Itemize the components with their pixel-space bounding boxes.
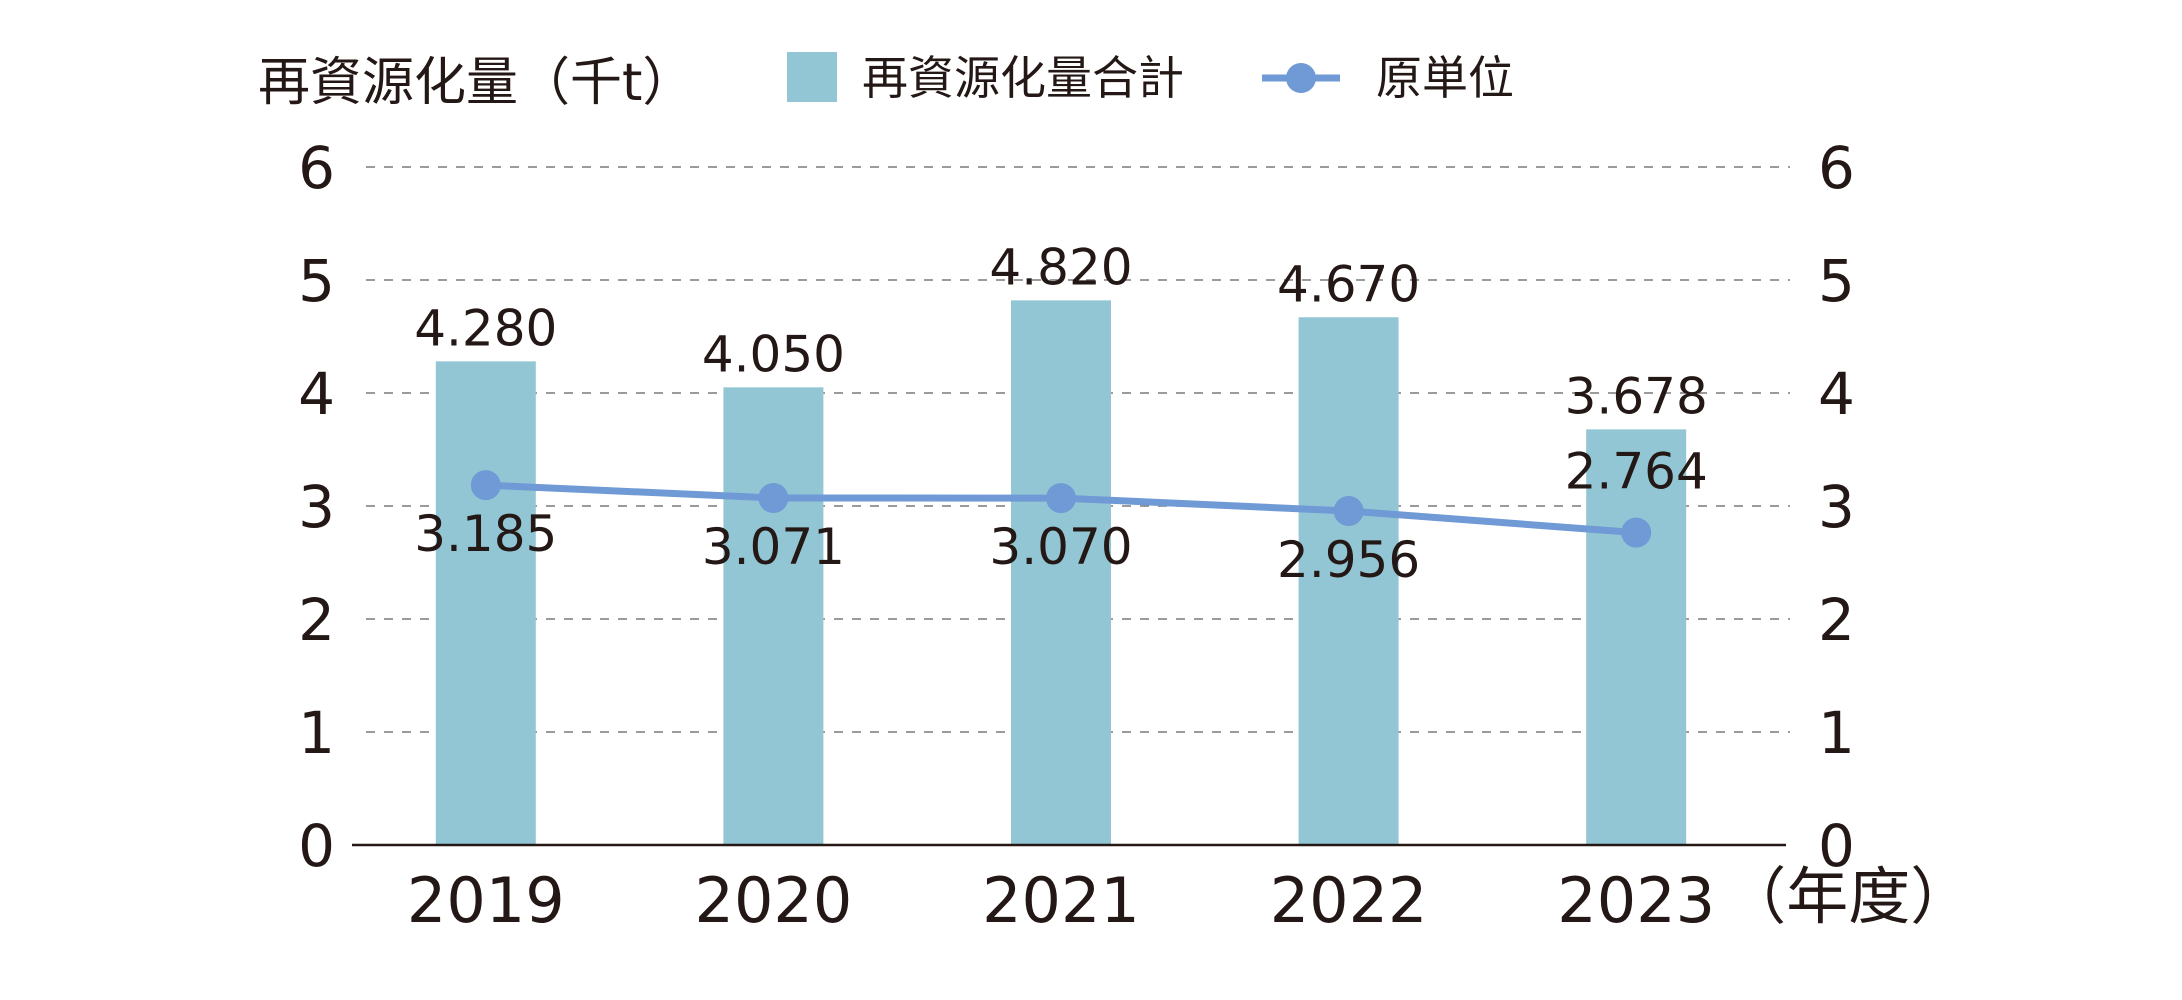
legend: 再資源化量合計 原単位 bbox=[787, 51, 1514, 105]
y2-tick-label: 2 bbox=[1818, 586, 1855, 654]
line-value-label: 3.185 bbox=[414, 505, 557, 563]
bar-value-label: 4.670 bbox=[1277, 255, 1420, 313]
y-tick-label: 3 bbox=[298, 473, 335, 541]
line-point bbox=[1621, 517, 1652, 548]
legend-bar-label: 再資源化量合計 bbox=[862, 51, 1184, 105]
bar bbox=[435, 361, 536, 845]
bar bbox=[1011, 300, 1111, 846]
y-tick-label: 1 bbox=[298, 699, 335, 767]
data-labels: 4.280 4.050 4.820 4.670 3.678 3.185 3.071 3.070… bbox=[414, 238, 1708, 589]
legend-bar-swatch bbox=[787, 52, 837, 102]
gridlines bbox=[366, 166, 1790, 733]
line-point bbox=[1046, 483, 1076, 514]
tick-labels: 0 1 2 3 4 5 6 0 1 2 3 4 5 6 2019 2020 2021 2022 2023 （年度） bbox=[298, 134, 1972, 937]
y-tick-label: 5 bbox=[298, 247, 335, 315]
y2-tick-label: 1 bbox=[1818, 699, 1855, 767]
bar bbox=[723, 387, 824, 845]
y2-tick-label: 5 bbox=[1818, 247, 1855, 315]
bar bbox=[1586, 429, 1687, 845]
bar-value-label: 3.678 bbox=[1565, 367, 1708, 425]
bar-value-label: 4.280 bbox=[414, 299, 557, 357]
line-point bbox=[758, 482, 789, 513]
y2-tick-label: 0 bbox=[1818, 812, 1855, 880]
x-tick-label: 2019 bbox=[407, 864, 565, 937]
legend-line-marker bbox=[1286, 63, 1316, 93]
y-axis-title: 再資源化量（千t） bbox=[258, 53, 694, 113]
x-tick-label: 2022 bbox=[1270, 864, 1428, 937]
line-point bbox=[470, 470, 501, 501]
x-tick-label: 2023 bbox=[1557, 864, 1715, 937]
y2-tick-label: 4 bbox=[1818, 360, 1855, 428]
y-tick-label: 2 bbox=[298, 586, 335, 654]
bar-value-label: 4.820 bbox=[989, 238, 1132, 296]
line-value-label: 3.070 bbox=[989, 518, 1132, 576]
line-value-label: 2.956 bbox=[1277, 531, 1420, 589]
x-tick-label: 2020 bbox=[695, 864, 853, 937]
x-unit-label: （年度） bbox=[1724, 860, 1972, 933]
line-value-label: 2.764 bbox=[1565, 443, 1708, 501]
y-tick-label: 4 bbox=[298, 360, 335, 428]
line-point bbox=[1333, 495, 1364, 526]
line-value-label: 3.071 bbox=[702, 518, 845, 576]
y-tick-label: 6 bbox=[298, 134, 335, 202]
legend-line-label: 原単位 bbox=[1376, 51, 1514, 105]
y-tick-label: 0 bbox=[298, 812, 335, 880]
y2-tick-label: 3 bbox=[1818, 473, 1855, 541]
bar-series bbox=[435, 300, 1687, 846]
y2-tick-label: 6 bbox=[1818, 134, 1855, 202]
line-series bbox=[470, 470, 1652, 548]
bar bbox=[1298, 317, 1399, 845]
bar-value-label: 4.050 bbox=[702, 325, 845, 383]
x-tick-label: 2021 bbox=[982, 864, 1140, 937]
